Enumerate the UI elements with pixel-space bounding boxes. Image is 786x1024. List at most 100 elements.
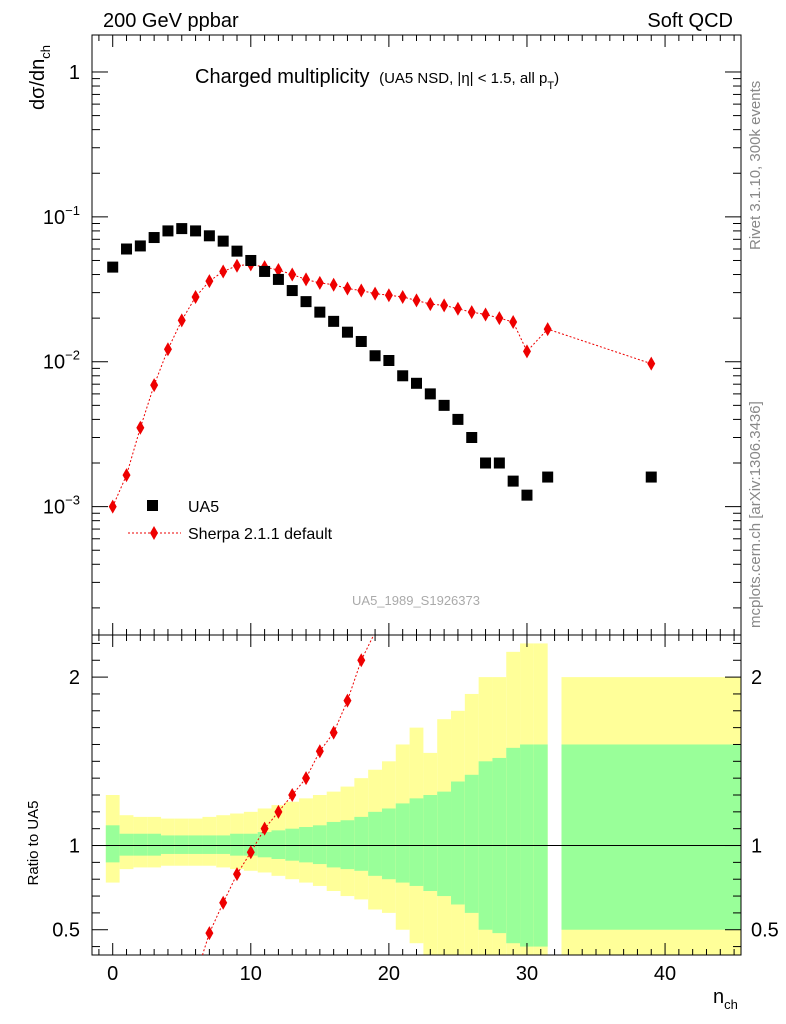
sherpa-point: [543, 322, 552, 337]
sherpa-point: [371, 286, 380, 301]
mcplots-reference-label: mcplots.cern.ch [arXiv:1306.3436]: [747, 401, 764, 628]
sherpa-point: [522, 344, 531, 359]
ratio-y-axis-label: Ratio to UA5: [25, 800, 42, 885]
ratio-y-tick-label-left: 1: [69, 836, 80, 858]
analysis-watermark: UA5_1989_S1926373: [352, 593, 480, 608]
sherpa-ratio-point: [357, 653, 366, 668]
sherpa-ratio-point: [219, 895, 228, 910]
sherpa-line: [112, 263, 652, 507]
ua5-point: [493, 457, 505, 469]
header-right: Soft QCD: [647, 10, 733, 32]
sherpa-point: [302, 272, 311, 287]
ua5-point: [480, 457, 492, 469]
ratio-inner-band: [216, 835, 231, 854]
ua5-point: [397, 370, 409, 382]
ua5-point: [134, 240, 146, 252]
sherpa-point: [343, 281, 352, 296]
ua5-point: [148, 232, 160, 244]
ratio-y-tick-label-left: 2: [69, 667, 80, 689]
sherpa-point: [108, 499, 117, 514]
ratio-inner-band: [285, 828, 300, 861]
sherpa-point: [453, 301, 462, 316]
sherpa-point: [412, 293, 421, 308]
sherpa-ratio-point: [315, 744, 324, 759]
sherpa-point: [136, 420, 145, 435]
x-axis-label: nch: [713, 986, 738, 1012]
ratio-inner-band: [230, 833, 244, 856]
rivet-version-label: Rivet 3.1.10, 300k events: [747, 81, 764, 250]
ratio-inner-band: [133, 833, 148, 856]
ratio-inner-band: [368, 811, 382, 876]
sherpa-ratio-point: [260, 821, 269, 836]
sherpa-point: [509, 315, 518, 330]
main-y-axis-ticks: [92, 71, 741, 609]
ua5-point: [341, 326, 353, 338]
sherpa-point: [122, 468, 131, 483]
ua5-point: [162, 225, 174, 237]
ua5-point: [245, 254, 257, 266]
sherpa-ratio-point: [343, 693, 352, 708]
ratio-inner-band: [464, 774, 479, 913]
sherpa-ratio-point: [329, 725, 338, 740]
sherpa-point: [163, 342, 172, 357]
main-panel-content: [107, 223, 657, 514]
ua5-point: [424, 388, 436, 400]
ratio-inner-band: [381, 808, 396, 880]
title-sub-close: ): [554, 70, 559, 87]
sherpa-point: [191, 289, 200, 304]
x-axis-ticks: [98, 35, 735, 955]
ua5-point: [286, 285, 298, 297]
ratio-inner-band: [271, 830, 286, 859]
ratio-inner-band: [188, 835, 203, 854]
ua5-point: [272, 273, 284, 285]
ratio-inner-band: [299, 827, 313, 863]
ua5-point: [300, 296, 312, 308]
main-y-tick-label: 10−2: [43, 348, 80, 374]
x-tick-label: 0: [107, 963, 118, 985]
ratio-inner-band: [437, 791, 452, 897]
ua5-point: [383, 355, 395, 367]
title-sub: (UA5 NSD, |η| < 1.5, all p: [379, 70, 547, 87]
ua5-point: [452, 413, 464, 425]
ratio-inner-band: [243, 833, 258, 856]
title-sub-subscript: T: [547, 80, 554, 92]
sherpa-point: [357, 283, 366, 298]
ratio-inner-band: [202, 835, 217, 854]
ratio-inner-band: [147, 833, 162, 856]
sherpa-ratio-point: [288, 788, 297, 802]
sherpa-ratio-point: [302, 771, 311, 786]
sherpa-point: [426, 297, 435, 312]
sherpa-point: [647, 356, 656, 371]
ua5-point: [217, 235, 229, 247]
sherpa-point: [288, 267, 297, 282]
ratio-inner-band: [395, 803, 410, 883]
sherpa-point: [219, 264, 228, 279]
ua5-point: [190, 225, 202, 237]
x-tick-label: 40: [654, 963, 676, 985]
ratio-y-tick-label-right: 0.5: [751, 920, 779, 942]
sherpa-point: [384, 288, 393, 303]
ua5-point: [466, 432, 478, 444]
ratio-y-tick-label-right: 1: [751, 836, 762, 858]
main-y-tick-label: 10−3: [43, 493, 80, 519]
title-main: Charged multiplicity: [195, 66, 370, 88]
sherpa-point: [440, 298, 449, 313]
ratio-inner-band: [340, 820, 355, 870]
sherpa-ratio-point: [205, 926, 214, 941]
ratio-y-axis-ticks: [92, 642, 741, 948]
sherpa-point: [205, 274, 214, 289]
ua5-point: [203, 230, 215, 242]
legend-mc-marker: [150, 526, 158, 540]
ua5-point: [231, 245, 243, 257]
sherpa-point: [467, 305, 476, 320]
sherpa-point: [232, 258, 241, 273]
ratio-inner-band: [312, 825, 327, 865]
ratio-uncertainty-bands: [105, 643, 741, 955]
ua5-point: [314, 306, 326, 318]
sherpa-ratio-line-ext: [360, 634, 375, 661]
ratio-inner-band: [119, 833, 134, 856]
sherpa-point: [150, 378, 159, 393]
legend-mc-label: Sherpa 2.1.1 default: [188, 526, 333, 543]
ua5-point: [328, 315, 340, 327]
